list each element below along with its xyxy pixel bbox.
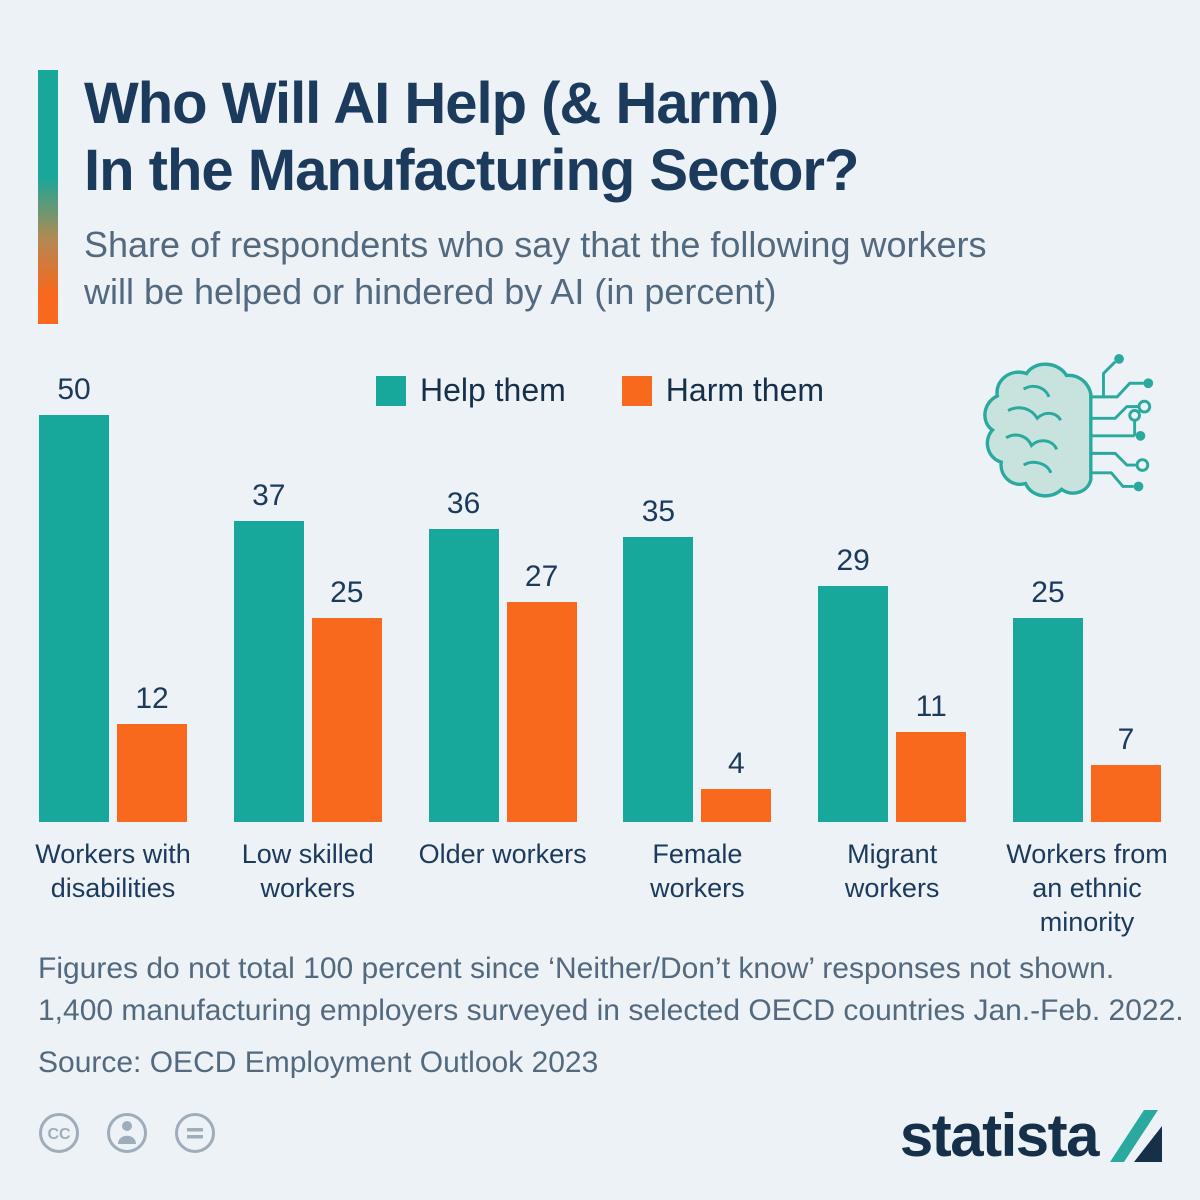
- cc-icon-text: CC: [47, 1126, 71, 1143]
- bar-column: 25: [1012, 576, 1083, 822]
- footnotes: Figures do not total 100 percent since ‘…: [38, 948, 1184, 1084]
- license-icons: CC: [38, 1112, 216, 1154]
- bar-value-label: 29: [836, 544, 870, 577]
- legend-label: Help them: [419, 372, 566, 408]
- bar-value-label: 4: [728, 747, 745, 780]
- bar: [701, 789, 772, 822]
- legend-item: Harm them: [621, 372, 825, 409]
- ai-brain-icon: [973, 348, 1158, 553]
- bar-value-label: 50: [57, 373, 91, 406]
- bar-column: 37: [233, 479, 304, 822]
- bar: [428, 529, 499, 822]
- page-subtitle: Share of respondents who say that the fo…: [84, 223, 987, 313]
- bar-column: 4: [701, 747, 772, 822]
- accent-gradient-bar: [38, 70, 58, 324]
- bar-column: 35: [623, 495, 694, 822]
- source-line: Source: OECD Employment Outlook 2023: [38, 1046, 599, 1079]
- equals-icon: [175, 1113, 215, 1153]
- bar: [623, 537, 694, 822]
- bar-column: 27: [506, 560, 577, 822]
- category-label: Workers from an ethnic minority: [1006, 839, 1168, 937]
- bar-pair: 36 27: [428, 372, 577, 822]
- category-label: Female workers: [650, 839, 745, 903]
- statista-logo: statista: [900, 1101, 1162, 1170]
- bar-value-label: 36: [446, 487, 481, 520]
- bar: [311, 618, 382, 822]
- bar-value-label: 11: [915, 690, 947, 723]
- bar-pair: 29 11: [818, 372, 967, 822]
- bar-pair: 35 4: [623, 372, 772, 822]
- bar-group: 50 12 Workers with disabilities: [35, 372, 191, 906]
- bar-column: 29: [818, 544, 889, 822]
- bar: [506, 602, 577, 822]
- bar-value-label: 35: [641, 495, 676, 528]
- bar-pair: 25 7: [1012, 372, 1161, 822]
- legend-item: Help them: [375, 372, 566, 409]
- bar: [818, 586, 889, 822]
- bar-value-label: 27: [524, 560, 559, 593]
- bar-group: 35 4 Female workers: [622, 372, 772, 906]
- header: Who Will AI Help (& Harm) In the Manufac…: [38, 70, 1014, 324]
- bar: [896, 732, 967, 822]
- bar-value-label: 37: [252, 479, 286, 512]
- bar-column: 11: [896, 690, 967, 822]
- statista-wordmark: statista: [899, 1102, 1100, 1169]
- bar-column: 7: [1090, 723, 1161, 822]
- bar-column: 25: [311, 576, 382, 822]
- attribution-icon: [107, 1113, 147, 1153]
- cc-icon: CC: [39, 1113, 79, 1153]
- bar-column: 12: [117, 682, 187, 822]
- bar: [233, 521, 304, 822]
- header-text: Who Will AI Help (& Harm) In the Manufac…: [84, 70, 1014, 324]
- bar-column: 36: [428, 487, 499, 822]
- bar-chart: 50 12 Workers with disabilities 37 25 Low ski…: [35, 372, 1168, 939]
- statista-logo-mark: [1110, 1109, 1162, 1162]
- bar-pair: 50 12: [39, 372, 187, 822]
- bar-group: 37 25 Low skilled workers: [233, 372, 383, 906]
- page-title-line2: In the Manufacturing Sector?: [84, 138, 859, 204]
- bar: [1012, 618, 1083, 822]
- bar-value-label: 25: [330, 576, 364, 609]
- page-title-line1: Who Will AI Help (& Harm): [84, 71, 779, 136]
- category-label: Older workers: [418, 839, 587, 869]
- bar-group: 25 7 Workers from an ethnic minority: [1006, 372, 1168, 939]
- page-title: Who Will AI Help (& Harm) In the Manufac…: [84, 70, 1014, 205]
- bar: [1090, 765, 1161, 822]
- footnote-line2: 1,400 manufacturing employers surveyed i…: [38, 994, 1184, 1027]
- bar-pair: 37 25: [233, 372, 382, 822]
- legend-swatch: [375, 375, 406, 406]
- category-label: Low skilled workers: [241, 839, 374, 903]
- bar: [117, 724, 187, 822]
- category-label: Migrant workers: [844, 839, 940, 903]
- chart-legend: Help them Harm them: [0, 372, 1200, 409]
- bar: [39, 415, 109, 822]
- footnote-line1: Figures do not total 100 percent since ‘…: [38, 952, 1115, 985]
- bar-value-label: 25: [1031, 576, 1065, 609]
- bar-group: 36 27 Older workers: [419, 372, 587, 872]
- category-label: Workers with disabilities: [35, 839, 191, 903]
- legend-swatch: [621, 375, 652, 406]
- bar-value-label: 12: [135, 682, 169, 715]
- bar-group: 29 11 Migrant workers: [817, 372, 967, 906]
- bar-value-label: 7: [1117, 723, 1135, 756]
- legend-label: Harm them: [665, 372, 825, 408]
- bar-column: 50: [39, 373, 109, 822]
